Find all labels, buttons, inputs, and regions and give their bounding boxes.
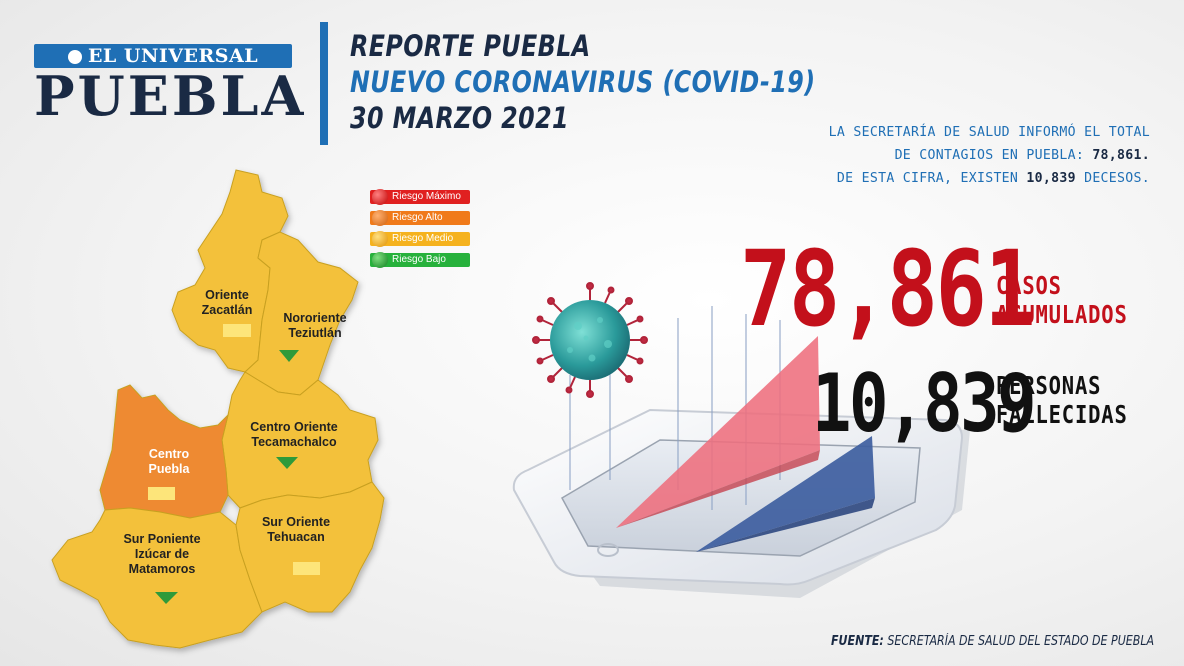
- region-oriente-zacatlan: [171, 169, 289, 373]
- summary-deaths-value: 10,839: [1026, 171, 1076, 186]
- region-centro-puebla: [99, 384, 229, 519]
- region-sur-oriente-tehuacan: [235, 481, 385, 613]
- region-label-teziutlan: Nororiente Teziutlán: [283, 311, 347, 340]
- cases-triangle: [616, 336, 820, 528]
- summary-cases-value: 78,861.: [1092, 148, 1150, 163]
- cases-label: CASOS ACUMULADOS: [996, 271, 1128, 329]
- summary-line-1: LA SECRETARÍA DE SALUD INFORMÓ EL TOTAL: [828, 125, 1150, 140]
- region-indicator-tecamachalco: [276, 457, 298, 469]
- report-date: 30 MARZO 2021: [350, 101, 570, 135]
- deaths-label: PERSONAS FALLECIDAS: [996, 371, 1128, 429]
- virus-icon: [532, 282, 648, 398]
- source-credit: FUENTE: SECRETARÍA DE SALUD DEL ESTADO D…: [830, 634, 1154, 649]
- report-subtitle: NUEVO CORONAVIRUS (COVID-19): [350, 65, 816, 99]
- region-label-tecamachalco: Centro Oriente Tecamachalco: [250, 420, 338, 449]
- region-indicator-tehuacan: [293, 562, 320, 575]
- brand-bar-text: EL UNIVERSAL: [87, 45, 259, 67]
- brand-logo: EL UNIVERSAL PUEBLA: [34, 44, 307, 128]
- brand-bar: EL UNIVERSAL: [34, 44, 292, 68]
- region-indicator-teziutlan: [279, 350, 299, 362]
- region-indicator-izucar: [155, 592, 178, 604]
- report-header: REPORTE PUEBLA NUEVO CORONAVIRUS (COVID-…: [350, 28, 816, 136]
- risk-legend: Riesgo Máximo Riesgo Alto Riesgo Medio R…: [370, 189, 470, 274]
- summary-line-3: DE ESTA CIFRA, EXISTEN 10,839 DECESOS.: [836, 171, 1150, 186]
- puebla-map: [51, 169, 385, 649]
- legend-dot-icon: [372, 189, 388, 205]
- summary-line-2: DE CONTAGIOS EN PUEBLA: 78,861.: [894, 148, 1150, 163]
- summary-text: LA SECRETARÍA DE SALUD INFORMÓ EL TOTAL …: [829, 121, 1150, 190]
- legend-item-bajo: Riesgo Bajo: [370, 252, 470, 268]
- region-label-centro-puebla: Centro Puebla: [148, 447, 190, 476]
- legend-item-medio: Riesgo Medio: [370, 231, 470, 247]
- region-label-tehuacan: Sur Oriente Tehuacan: [261, 515, 331, 544]
- brand-city: PUEBLA: [34, 64, 307, 128]
- region-label-izucar: Sur Poniente Izúcar de Matamoros: [123, 532, 201, 576]
- legend-item-alto: Riesgo Alto: [370, 210, 470, 226]
- cases-value: 78,861: [740, 228, 1036, 350]
- eagle-icon: [67, 50, 82, 64]
- region-indicator-zacatlan: [223, 324, 251, 337]
- legend-dot-icon: [372, 252, 388, 268]
- header-divider: [320, 22, 328, 145]
- tablet-illustration: [512, 282, 970, 598]
- deaths-triangle: [696, 436, 875, 552]
- region-indicator-centro-puebla: [148, 487, 175, 500]
- report-title: REPORTE PUEBLA: [350, 29, 591, 63]
- region-label-zacatlan: Oriente Zacatlán: [201, 288, 253, 317]
- legend-dot-icon: [372, 210, 388, 226]
- legend-dot-icon: [372, 231, 388, 247]
- legend-item-maximo: Riesgo Máximo: [370, 189, 470, 205]
- deaths-value: 10,839: [812, 357, 1037, 450]
- region-sur-poniente-izucar: [51, 507, 263, 649]
